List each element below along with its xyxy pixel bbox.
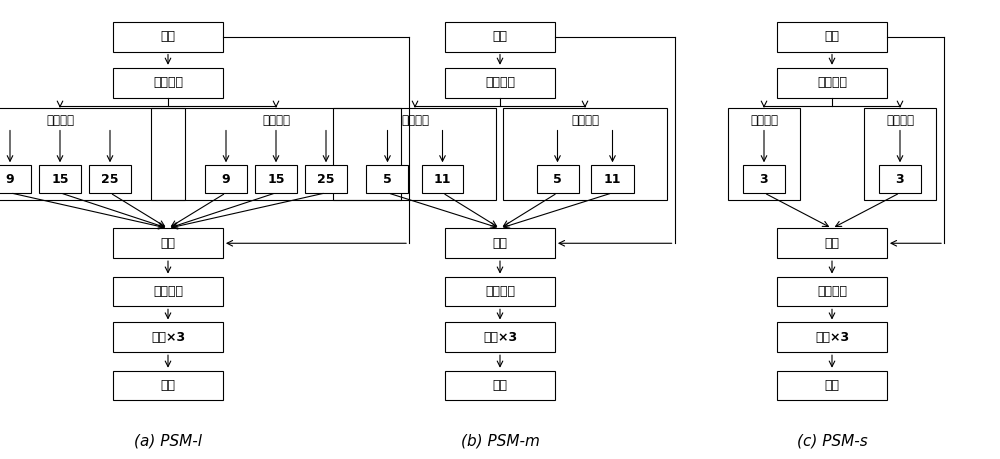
- Text: (b) PSM-m: (b) PSM-m: [461, 433, 539, 448]
- FancyBboxPatch shape: [305, 165, 347, 193]
- FancyBboxPatch shape: [743, 165, 785, 193]
- Text: 25: 25: [101, 173, 119, 185]
- FancyBboxPatch shape: [445, 67, 555, 98]
- FancyBboxPatch shape: [777, 228, 887, 258]
- Bar: [0, 108, 185, 200]
- Text: 拼接: 拼接: [824, 237, 840, 250]
- Text: 平均池化: 平均池化: [571, 114, 599, 127]
- Text: 通道混洗: 通道混洗: [485, 285, 515, 298]
- Text: 输出: 输出: [492, 379, 508, 392]
- FancyBboxPatch shape: [113, 371, 223, 400]
- FancyBboxPatch shape: [777, 371, 887, 400]
- Text: 平均池化: 平均池化: [262, 114, 290, 127]
- Text: 卷积×3: 卷积×3: [815, 331, 849, 344]
- Text: 通道混洗: 通道混洗: [153, 285, 183, 298]
- Bar: [333, 108, 496, 200]
- FancyBboxPatch shape: [879, 165, 921, 193]
- Text: 输入: 输入: [492, 30, 508, 43]
- FancyBboxPatch shape: [445, 322, 555, 353]
- FancyBboxPatch shape: [113, 22, 223, 51]
- FancyBboxPatch shape: [205, 165, 247, 193]
- Bar: [503, 108, 666, 200]
- FancyBboxPatch shape: [536, 165, 578, 193]
- Text: 卷积×3: 卷积×3: [483, 331, 517, 344]
- FancyBboxPatch shape: [113, 276, 223, 307]
- FancyBboxPatch shape: [777, 22, 887, 51]
- Text: (a) PSM-l: (a) PSM-l: [134, 433, 202, 448]
- FancyBboxPatch shape: [777, 67, 887, 98]
- Text: 平均池化: 平均池化: [886, 114, 914, 127]
- FancyBboxPatch shape: [445, 22, 555, 51]
- Text: 最大池化: 最大池化: [46, 114, 74, 127]
- Text: 15: 15: [51, 173, 69, 185]
- Bar: [151, 108, 401, 200]
- Bar: [728, 108, 800, 200]
- FancyBboxPatch shape: [445, 371, 555, 400]
- Text: 最大池化: 最大池化: [750, 114, 778, 127]
- Text: 最大池化: 最大池化: [401, 114, 429, 127]
- FancyBboxPatch shape: [0, 165, 31, 193]
- Text: 输出: 输出: [160, 379, 176, 392]
- Bar: [864, 108, 936, 200]
- Text: 9: 9: [222, 173, 230, 185]
- FancyBboxPatch shape: [366, 165, 408, 193]
- FancyBboxPatch shape: [422, 165, 463, 193]
- FancyBboxPatch shape: [255, 165, 297, 193]
- Text: 5: 5: [553, 173, 562, 185]
- Text: 通道分割: 通道分割: [817, 76, 847, 89]
- Text: 11: 11: [604, 173, 621, 185]
- Text: 15: 15: [267, 173, 285, 185]
- Text: 输入: 输入: [160, 30, 176, 43]
- Text: 通道分割: 通道分割: [485, 76, 515, 89]
- Text: 卷积×3: 卷积×3: [151, 331, 185, 344]
- FancyBboxPatch shape: [113, 228, 223, 258]
- FancyBboxPatch shape: [445, 228, 555, 258]
- Text: 通道混洗: 通道混洗: [817, 285, 847, 298]
- Text: 通道分割: 通道分割: [153, 76, 183, 89]
- Text: 9: 9: [6, 173, 14, 185]
- Text: 11: 11: [434, 173, 451, 185]
- Text: 3: 3: [760, 173, 768, 185]
- FancyBboxPatch shape: [591, 165, 634, 193]
- Text: 拼接: 拼接: [160, 237, 176, 250]
- Text: 输出: 输出: [824, 379, 840, 392]
- Text: 输入: 输入: [824, 30, 840, 43]
- FancyBboxPatch shape: [777, 276, 887, 307]
- FancyBboxPatch shape: [445, 276, 555, 307]
- Text: 5: 5: [383, 173, 392, 185]
- Text: 拼接: 拼接: [492, 237, 508, 250]
- FancyBboxPatch shape: [777, 322, 887, 353]
- FancyBboxPatch shape: [39, 165, 81, 193]
- FancyBboxPatch shape: [113, 67, 223, 98]
- Text: 3: 3: [896, 173, 904, 185]
- FancyBboxPatch shape: [113, 322, 223, 353]
- Text: 25: 25: [317, 173, 335, 185]
- Text: (c) PSM-s: (c) PSM-s: [797, 433, 867, 448]
- FancyBboxPatch shape: [89, 165, 131, 193]
